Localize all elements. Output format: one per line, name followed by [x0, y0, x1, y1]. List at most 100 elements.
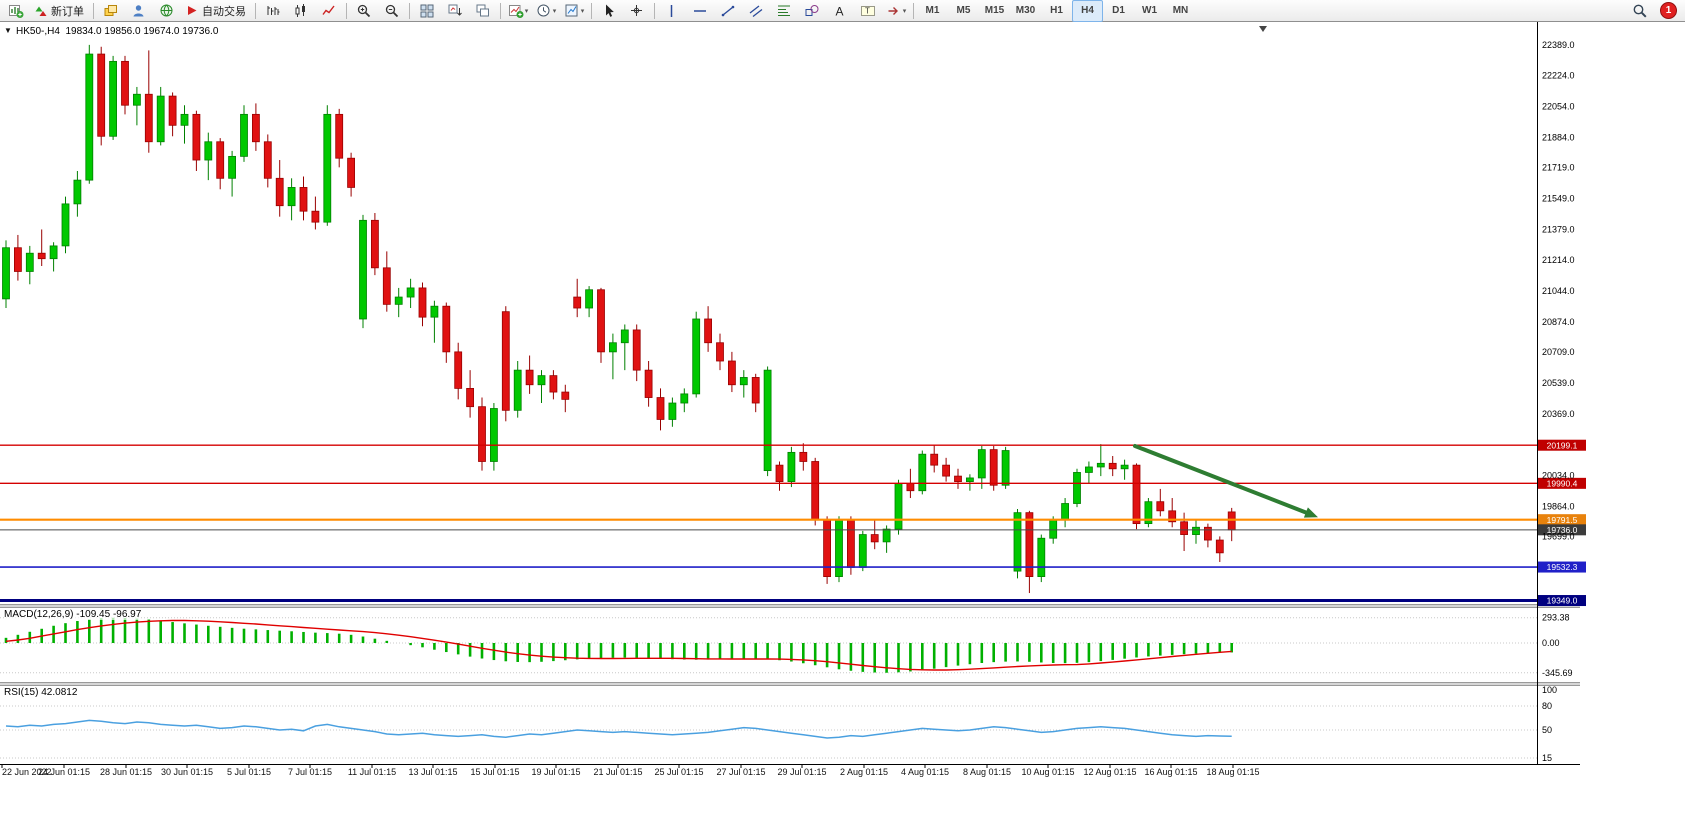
timeframe-m5-button[interactable]: M5	[956, 5, 971, 16]
price-tag	[1538, 439, 1586, 451]
trend-arrow-head[interactable]	[1303, 507, 1318, 518]
crosshair-button[interactable]	[623, 0, 651, 22]
candle-body	[882, 528, 891, 543]
timeframe-m1-button[interactable]: M1	[925, 5, 940, 16]
navigator-button[interactable]	[125, 0, 153, 22]
time-label: 10 Aug 01:15	[1021, 767, 1075, 777]
toolbar-separator	[409, 2, 410, 19]
time-label: 19 Jul 01:15	[531, 767, 581, 777]
cascade-windows-button[interactable]	[469, 0, 497, 22]
candle-body	[989, 449, 998, 486]
price-axis-label: 19864.0	[1542, 501, 1575, 511]
fibonacci-button[interactable]	[770, 0, 798, 22]
candle-body	[728, 360, 736, 386]
candle-body	[275, 177, 284, 207]
label-button[interactable]: T	[854, 0, 882, 22]
candle-body	[466, 388, 475, 408]
zoom-in-icon	[357, 4, 371, 17]
new-chart-button[interactable]	[2, 0, 30, 22]
play-icon	[188, 5, 197, 15]
market-watch-button[interactable]	[97, 0, 125, 22]
text-button[interactable]: A	[826, 0, 854, 22]
candle-body	[347, 157, 356, 188]
candle-body	[418, 287, 427, 318]
price-axis-label: 20874.0	[1542, 317, 1575, 327]
fibo-icon	[778, 5, 790, 16]
candle-body	[585, 289, 593, 309]
timeframe-h1-button[interactable]: H1	[1050, 5, 1063, 16]
chevron-down-icon: ▾	[902, 7, 907, 15]
time-label: 4 Aug 01:15	[900, 767, 950, 777]
candle-body	[513, 369, 522, 411]
candle-body	[1168, 510, 1177, 523]
new-order-button[interactable]: 新订单	[30, 0, 90, 22]
candle-body	[620, 329, 629, 344]
auto-trading-button[interactable]: 自动交易	[181, 0, 252, 22]
candle-body	[180, 113, 189, 126]
candle-body	[454, 351, 463, 389]
timeframe-mn-button[interactable]: MN	[1172, 5, 1189, 16]
timeframe-m30-button[interactable]: M30	[1015, 5, 1036, 16]
candle-body	[1061, 503, 1069, 521]
chart-area[interactable]: 20199.1 19990.4 19791.5 19736.0 19532.3 19349…	[0, 22, 1685, 838]
bar-chart-button[interactable]	[259, 0, 287, 22]
time-label: 2 Aug 01:15	[839, 767, 889, 777]
shapes-button[interactable]	[798, 0, 826, 22]
cursor-button[interactable]	[595, 0, 623, 22]
zoom-out-button[interactable]	[378, 0, 406, 22]
line-chart-button[interactable]	[315, 0, 343, 22]
timeframe-m15-button[interactable]: M15	[984, 5, 1005, 16]
templates-button[interactable]: ▾	[560, 0, 588, 22]
macd-indicator-label: MACD(12,26,9) -109.45 -96.97	[4, 609, 142, 620]
timeframe-w1-button[interactable]: W1	[1142, 5, 1157, 16]
candle-body	[382, 267, 391, 305]
arrows-button[interactable]: ▾	[882, 0, 910, 22]
candle-body	[2, 247, 10, 300]
toolbar-separator	[913, 2, 914, 19]
candle-body	[1144, 501, 1153, 525]
time-label: 12 Aug 01:15	[1083, 767, 1137, 777]
vertical-line-button[interactable]	[658, 0, 686, 22]
time-label: 22 Jun 2022	[2, 767, 52, 777]
candle-body	[799, 451, 808, 462]
price-axis-label: 21549.0	[1542, 194, 1575, 204]
notification-badge[interactable]: 1	[1660, 2, 1677, 19]
arrange-windows-button[interactable]	[441, 0, 469, 22]
candle-body	[835, 519, 843, 577]
timeframe-d1-button[interactable]: D1	[1112, 5, 1125, 16]
rsi-axis-label: 100	[1542, 685, 1557, 695]
chart-shift-marker[interactable]	[1259, 26, 1267, 32]
tile-windows-button[interactable]	[413, 0, 441, 22]
channel-button[interactable]	[742, 0, 770, 22]
trendline-button[interactable]	[714, 0, 742, 22]
trend-arrow[interactable]	[1133, 443, 1308, 515]
trendline-icon	[721, 5, 735, 16]
zoom-in-button[interactable]	[350, 0, 378, 22]
navigator-icon	[133, 4, 144, 16]
rsi-axis-label: 80	[1542, 701, 1552, 711]
candle-body	[109, 60, 117, 137]
price-axis-label: 22224.0	[1542, 70, 1575, 80]
one-click-trading-toggle[interactable]: ▼	[4, 26, 12, 35]
candle-body	[1204, 526, 1212, 541]
toolbar-separator	[346, 2, 347, 19]
template-icon	[565, 4, 578, 16]
timeframe-h4-button[interactable]: H4	[1072, 0, 1103, 22]
toolbar-separator	[591, 2, 592, 19]
horizontal-line-button[interactable]	[686, 0, 714, 22]
zoom-out-icon	[385, 4, 399, 17]
indicators-button[interactable]: ▾	[504, 0, 532, 22]
candle-body	[549, 375, 558, 393]
panel-separator[interactable]	[0, 682, 1580, 686]
candle-chart-icon	[295, 3, 305, 17]
panel-separator[interactable]	[0, 604, 1580, 608]
search-button[interactable]	[1626, 0, 1654, 22]
candle-body	[501, 311, 510, 411]
periods-button[interactable]: ▾	[532, 0, 560, 22]
rsi-axis-label: 50	[1542, 725, 1552, 735]
data-window-button[interactable]	[153, 0, 181, 22]
candle-chart-button[interactable]	[287, 0, 315, 22]
candle-body	[132, 93, 141, 106]
